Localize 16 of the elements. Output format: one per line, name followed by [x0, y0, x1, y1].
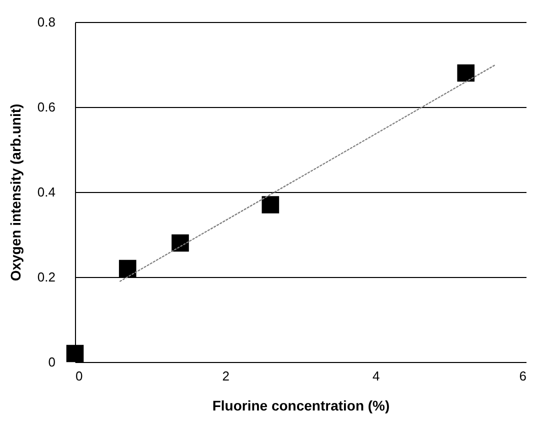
x-tick-label: 6 [519, 368, 526, 384]
y-tick-label: 0.2 [37, 270, 56, 284]
point [172, 234, 189, 252]
point [118, 260, 136, 278]
y-axis-title: Oxygen intensity (arb.unit) [7, 104, 24, 282]
y-tick-label: 0.4 [37, 184, 56, 200]
x-tick-label: 4 [372, 368, 380, 384]
point [66, 344, 84, 362]
x-tick-label: 2 [222, 368, 230, 384]
x-tick-label: 0 [76, 368, 83, 384]
x-axis-title: Fluorine concentration (%) [212, 398, 390, 414]
y-tick-label: 0.8 [37, 14, 56, 30]
point [262, 196, 280, 214]
y-tick-label: 0.6 [37, 100, 56, 114]
y-tick-label: 0 [48, 354, 56, 370]
point [457, 64, 475, 82]
